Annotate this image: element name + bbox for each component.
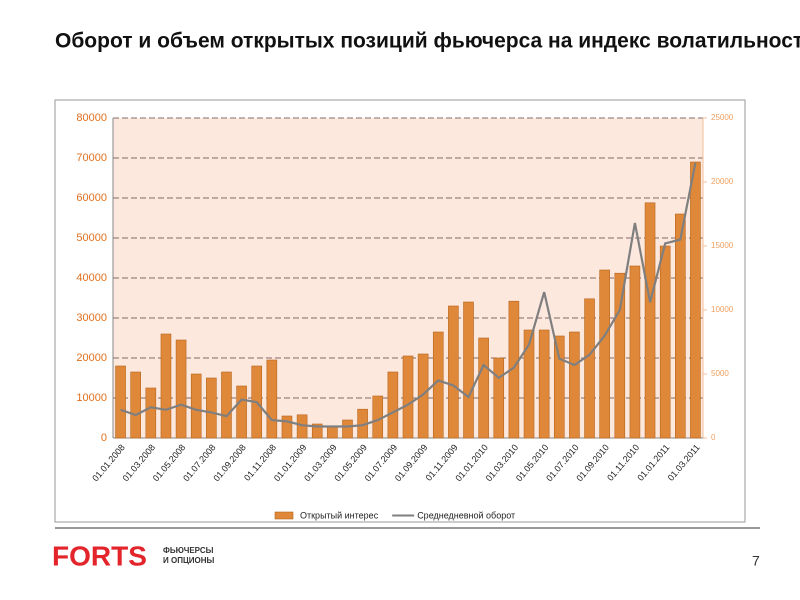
bar <box>145 387 157 439</box>
y2-tick-label: 25000 <box>711 113 734 122</box>
y-tick-label: 0 <box>101 432 107 444</box>
bar <box>508 300 520 439</box>
y-tick-label: 20000 <box>76 352 107 364</box>
slide-title: Оборот и объем открытых позиций фьючерса… <box>55 30 800 53</box>
bar <box>644 202 656 439</box>
y2-tick-label: 0 <box>711 433 716 442</box>
bar <box>584 298 595 439</box>
y2-tick-label: 10000 <box>711 305 734 314</box>
bar <box>659 245 671 439</box>
bar <box>417 353 429 439</box>
logo-caption: ФЬЮЧЕРСЫ <box>163 546 214 555</box>
y-tick-label: 60000 <box>76 192 107 204</box>
bar <box>675 213 686 439</box>
legend-label: Открытый интерес <box>300 510 379 520</box>
bar <box>206 377 217 439</box>
bar <box>266 359 278 439</box>
bar <box>569 331 580 439</box>
bar <box>327 425 338 439</box>
bar <box>372 395 384 439</box>
bar <box>311 423 323 439</box>
bar <box>402 355 414 439</box>
bar <box>342 419 353 439</box>
legend-swatch <box>274 511 294 520</box>
logo: FORTS <box>52 540 147 571</box>
bar <box>175 339 187 439</box>
bar <box>599 269 610 439</box>
page-number: 7 <box>752 553 760 569</box>
bar <box>614 272 626 439</box>
y2-tick-label: 20000 <box>711 177 734 186</box>
y2-tick-label: 5000 <box>711 369 729 378</box>
y-tick-label: 50000 <box>76 232 107 244</box>
bar <box>553 335 565 439</box>
bar <box>448 305 459 439</box>
bar <box>221 371 232 439</box>
bar <box>463 301 474 439</box>
y-tick-label: 40000 <box>76 272 107 284</box>
bar <box>281 415 293 439</box>
y-tick-label: 30000 <box>76 312 107 324</box>
bar <box>190 373 202 439</box>
bar <box>130 371 141 439</box>
y-tick-label: 80000 <box>76 112 107 124</box>
legend-label: Среднедневной оборот <box>417 510 515 520</box>
bar <box>478 337 489 439</box>
bar <box>690 161 701 439</box>
bar <box>236 385 247 439</box>
bar <box>629 265 641 439</box>
bar <box>538 329 550 439</box>
y-tick-label: 10000 <box>76 392 107 404</box>
line <box>120 162 697 428</box>
bar <box>160 333 172 439</box>
bar <box>493 357 505 439</box>
bar <box>387 371 399 439</box>
y-tick-label: 70000 <box>76 152 107 164</box>
bar <box>115 365 126 439</box>
logo-caption: И ОПЦИОНЫ <box>163 556 215 565</box>
bar <box>523 329 535 439</box>
y2-tick-label: 15000 <box>711 241 734 250</box>
